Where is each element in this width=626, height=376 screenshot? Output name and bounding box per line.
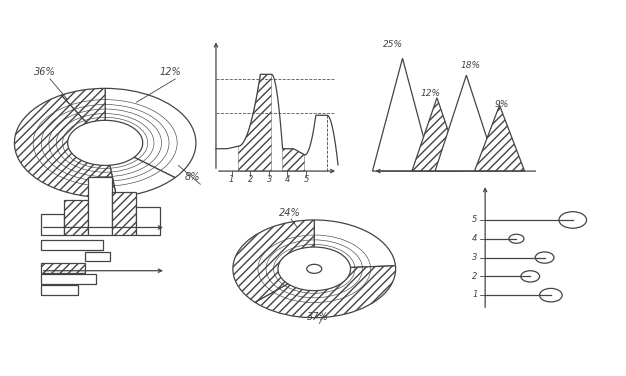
Wedge shape (110, 157, 175, 197)
Text: 5: 5 (472, 215, 478, 224)
Bar (41, 214, 64, 235)
Bar (136, 207, 160, 235)
Wedge shape (255, 266, 396, 318)
Text: 25%: 25% (383, 40, 403, 49)
Text: 1: 1 (229, 175, 234, 184)
Text: 3: 3 (267, 175, 272, 184)
Polygon shape (372, 58, 433, 171)
Wedge shape (61, 88, 105, 123)
Text: 4: 4 (285, 175, 290, 184)
Text: 9%: 9% (495, 100, 509, 109)
Text: 36%: 36% (34, 67, 56, 77)
Bar (41, 285, 78, 295)
Bar (112, 192, 136, 235)
Bar (41, 240, 103, 250)
Text: 3: 3 (472, 253, 478, 262)
Bar (41, 274, 96, 284)
Bar (64, 200, 88, 235)
Wedge shape (14, 95, 116, 197)
Text: 1: 1 (472, 290, 478, 299)
Wedge shape (233, 220, 314, 302)
Wedge shape (105, 88, 196, 177)
Text: 18%: 18% (461, 61, 481, 70)
Text: 37%: 37% (307, 312, 329, 322)
Text: 4: 4 (472, 234, 478, 243)
Text: 5: 5 (304, 175, 309, 184)
Circle shape (535, 252, 554, 263)
Polygon shape (435, 75, 498, 171)
Text: 12%: 12% (160, 67, 182, 77)
Wedge shape (314, 220, 396, 267)
Text: 2: 2 (472, 271, 478, 280)
Polygon shape (412, 98, 462, 171)
Polygon shape (475, 105, 525, 171)
Bar (85, 252, 110, 261)
Text: 8%: 8% (185, 173, 200, 182)
Bar (41, 263, 85, 273)
Text: 12%: 12% (421, 89, 441, 98)
Bar (88, 177, 112, 235)
Circle shape (509, 234, 524, 243)
Circle shape (540, 288, 562, 302)
Text: 2: 2 (248, 175, 253, 184)
Text: 24%: 24% (279, 208, 300, 218)
Circle shape (307, 264, 322, 273)
Circle shape (521, 271, 540, 282)
Circle shape (559, 212, 587, 228)
